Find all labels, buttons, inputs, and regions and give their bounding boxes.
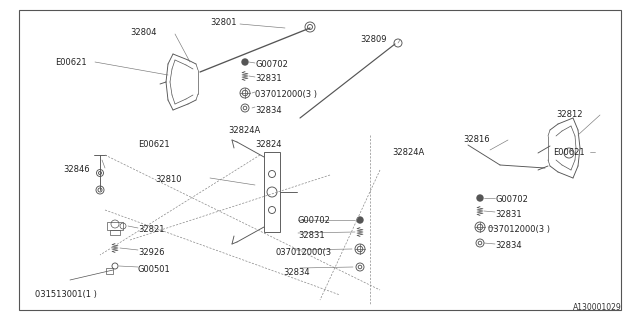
Text: 32824A: 32824A: [392, 148, 424, 157]
Text: 32801: 32801: [210, 18, 237, 27]
Text: G00501: G00501: [138, 265, 171, 274]
Text: G00702: G00702: [255, 60, 288, 69]
Text: 32824: 32824: [255, 140, 282, 149]
Bar: [107, 222, 123, 230]
Text: 32821: 32821: [138, 225, 164, 234]
Text: 32834: 32834: [495, 241, 522, 250]
Text: 32834: 32834: [255, 106, 282, 115]
Text: 037012000(3 ): 037012000(3 ): [255, 90, 317, 99]
Text: 32804: 32804: [130, 28, 157, 37]
Text: 32834: 32834: [283, 268, 310, 277]
Text: 32812: 32812: [556, 110, 582, 119]
Bar: [264, 152, 280, 232]
Text: E00621: E00621: [138, 140, 170, 149]
Text: G00702: G00702: [298, 216, 331, 225]
Bar: [106, 268, 113, 274]
Text: 32816: 32816: [463, 135, 490, 144]
Text: 037012000(3 ): 037012000(3 ): [488, 225, 550, 234]
Text: 32810: 32810: [155, 175, 182, 184]
Text: E00621: E00621: [553, 148, 584, 157]
Text: 32824A: 32824A: [228, 126, 260, 135]
Circle shape: [242, 59, 248, 65]
Text: 32831: 32831: [255, 74, 282, 83]
Text: 32846: 32846: [63, 165, 90, 174]
Text: 031513001(1 ): 031513001(1 ): [35, 290, 97, 299]
Text: E00621: E00621: [55, 58, 86, 67]
Bar: [110, 230, 120, 235]
Text: 32926: 32926: [138, 248, 164, 257]
Circle shape: [357, 217, 363, 223]
Text: 32831: 32831: [298, 231, 324, 240]
Text: 32809: 32809: [360, 35, 387, 44]
Text: A130001029: A130001029: [573, 303, 622, 312]
Text: G00702: G00702: [495, 195, 528, 204]
Text: 037012000(3: 037012000(3: [275, 248, 331, 257]
Text: 32831: 32831: [495, 210, 522, 219]
Circle shape: [477, 195, 483, 201]
